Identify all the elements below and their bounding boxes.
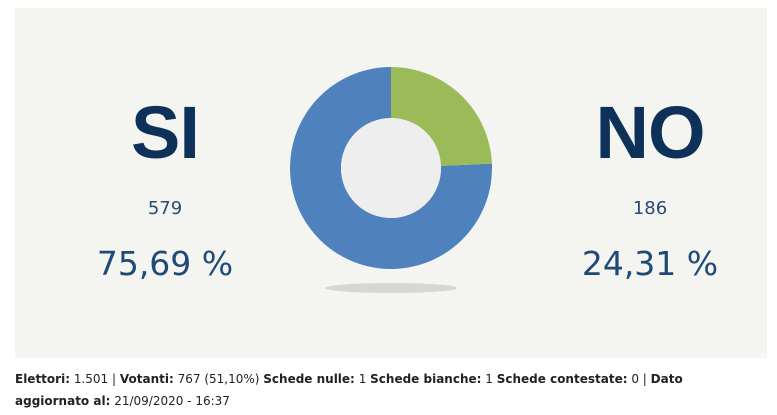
no-label: NO [595,91,706,174]
chart-shadow [325,283,457,293]
donut-hole [341,118,441,218]
elettori-value: 1.501 [73,372,109,386]
summary-footer: Elettori: 1.501 | Votanti: 767 (51,10%) … [15,372,683,408]
no-count: 186 [632,198,668,219]
votanti-label: Votanti: [119,372,174,386]
updated-value: 21/09/2020 - 16:37 [114,394,230,408]
votanti-value: 767 (51,10%) [177,372,260,386]
contestate-label: Schede contestate: [496,372,628,386]
nulle-label: Schede nulle: [263,372,355,386]
yes-count: 579 [147,198,183,219]
yes-label: SI [131,91,200,174]
results-panel: SI 579 75,69 % NO 186 24,31 % [15,8,767,358]
donut-chart [289,67,492,293]
contestate-value: 0 [631,372,639,386]
no-percent: 24,31 % [581,244,719,283]
slice-si [289,67,492,269]
updated-label: Dato aggiornato al: [15,372,683,408]
nulle-value: 1 [358,372,367,386]
yes-percent: 75,69 % [96,244,234,283]
bianche-label: Schede bianche: [370,372,482,386]
elettori-label: Elettori: [15,372,70,386]
bianche-value: 1 [485,372,493,386]
slice-no [391,67,492,166]
